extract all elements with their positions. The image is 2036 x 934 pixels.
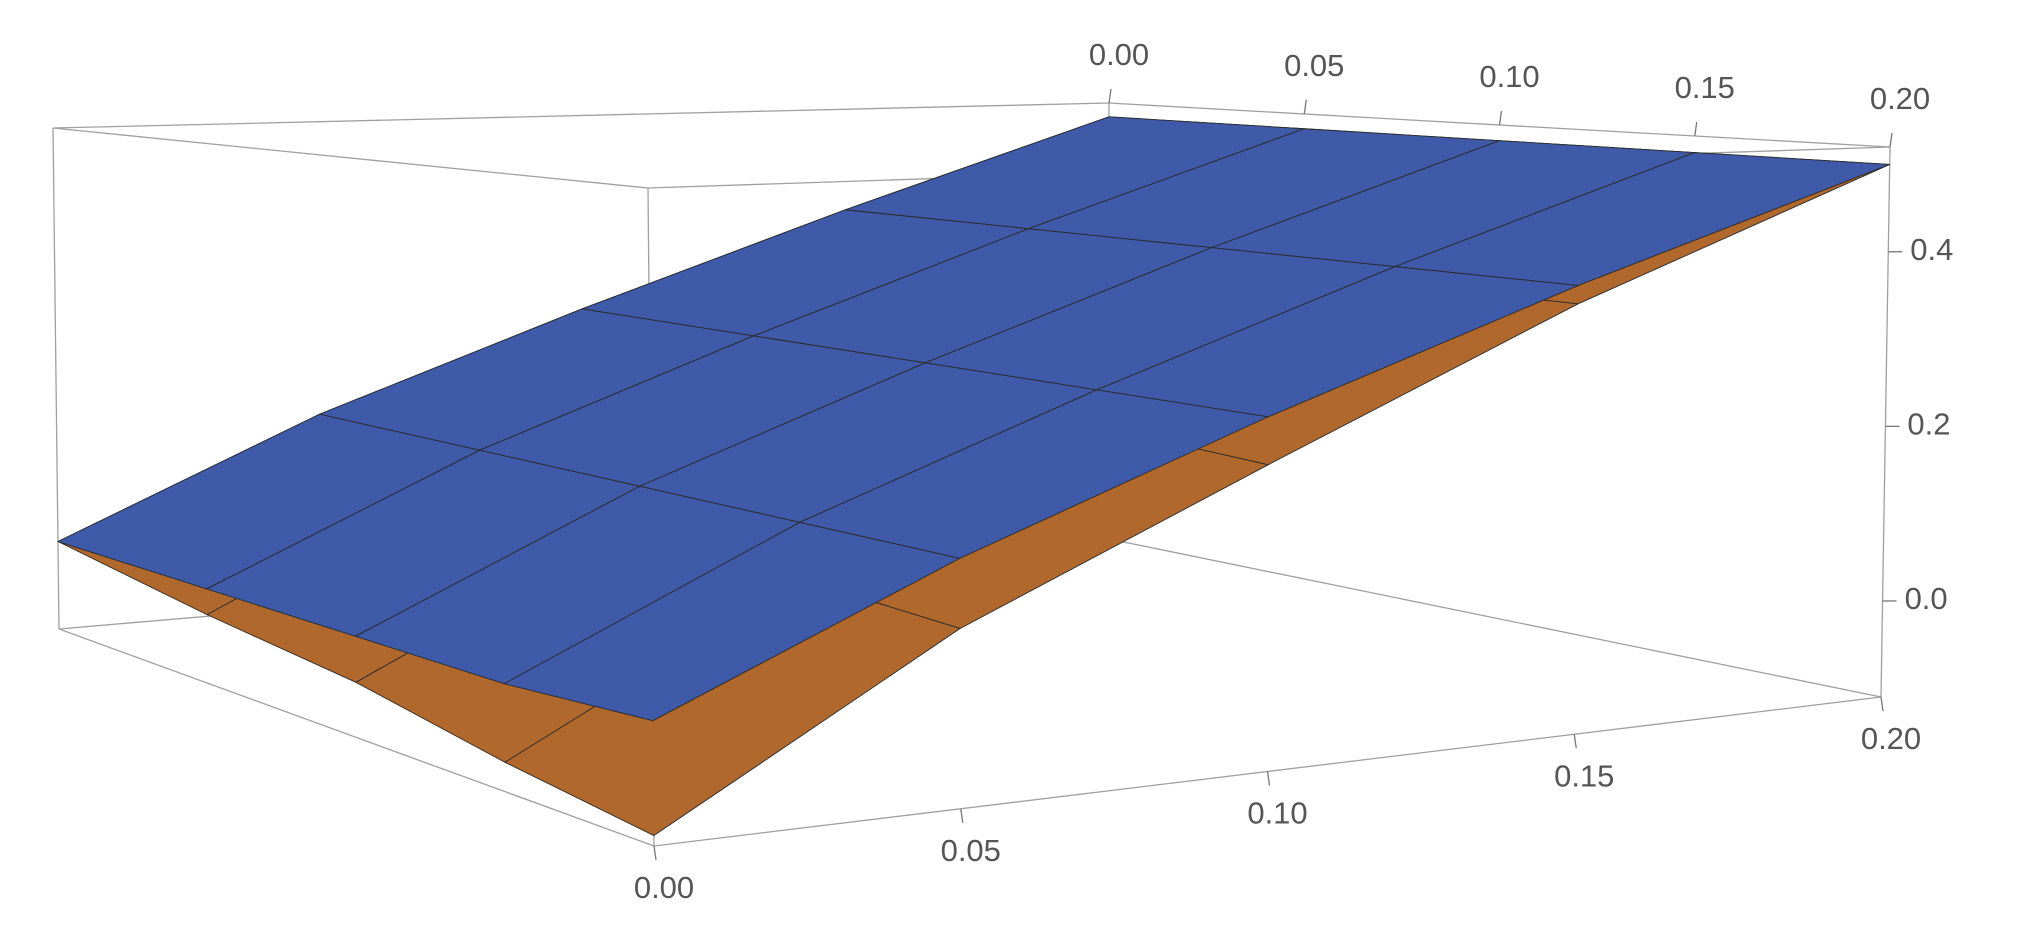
y-tick-label: 0.10 [1479,59,1539,94]
surface-cell [1394,152,1891,286]
box-edge [52,127,649,189]
z-tick-label: 0.2 [1907,407,1950,442]
y-tick-label: 0.00 [1089,37,1149,72]
x-tick [653,845,657,861]
z-tick-label: 0.0 [1905,581,1948,616]
x-tick [1266,771,1271,786]
x-tick [960,808,964,823]
x-tick [1880,696,1884,712]
box-edge [1108,538,1882,698]
box-edge [52,127,60,630]
y-tick-label: 0.05 [1284,48,1344,83]
y-tick [1694,121,1698,137]
x-tick-label: 0.15 [1554,758,1614,793]
x-tick-label: 0.00 [634,870,694,905]
y-tick [1108,88,1112,104]
y-tick [1889,132,1893,148]
z-tick-label: 0.4 [1910,232,1953,267]
y-tick-label: 0.20 [1870,81,1930,116]
x-tick-label: 0.05 [941,833,1001,868]
x-tick-label: 0.20 [1861,721,1921,756]
box-edge [1880,146,1891,698]
y-tick [1498,110,1503,126]
box-edge [58,628,655,847]
y-tick [1303,99,1307,115]
box-edge [52,102,1110,129]
x-tick-label: 0.10 [1247,796,1307,831]
y-tick-label: 0.15 [1675,70,1735,105]
x-tick [1573,734,1577,749]
